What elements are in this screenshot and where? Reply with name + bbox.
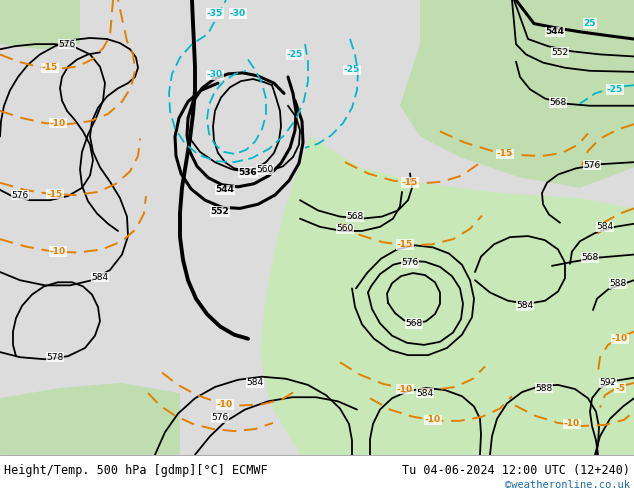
- Text: 584: 584: [597, 222, 614, 231]
- Text: 584: 584: [247, 378, 264, 388]
- Polygon shape: [0, 0, 80, 49]
- Text: Height/Temp. 500 hPa [gdmp][°C] ECMWF: Height/Temp. 500 hPa [gdmp][°C] ECMWF: [4, 464, 268, 477]
- Text: -10: -10: [50, 247, 66, 256]
- Text: 560: 560: [256, 165, 274, 174]
- Text: 568: 568: [550, 98, 567, 107]
- Text: 25: 25: [584, 19, 596, 28]
- Text: 592: 592: [599, 378, 616, 388]
- Text: 576: 576: [211, 413, 229, 422]
- Polygon shape: [400, 0, 634, 188]
- Text: 544: 544: [545, 27, 564, 36]
- Text: Tu 04-06-2024 12:00 UTC (12+240): Tu 04-06-2024 12:00 UTC (12+240): [402, 464, 630, 477]
- Text: -30: -30: [207, 71, 223, 79]
- Text: ©weatheronline.co.uk: ©weatheronline.co.uk: [505, 480, 630, 490]
- Text: 544: 544: [216, 185, 235, 195]
- Text: -15: -15: [497, 149, 513, 158]
- Polygon shape: [280, 229, 634, 347]
- Text: -15: -15: [397, 240, 413, 249]
- Text: -5: -5: [615, 384, 625, 392]
- Text: 576: 576: [401, 258, 418, 267]
- Polygon shape: [260, 137, 634, 455]
- Text: 552: 552: [552, 48, 569, 57]
- Text: -25: -25: [607, 85, 623, 94]
- Text: 578: 578: [46, 353, 63, 362]
- Text: 584: 584: [517, 301, 534, 310]
- Text: 552: 552: [210, 207, 230, 216]
- Text: -25: -25: [287, 50, 303, 59]
- Text: 560: 560: [337, 224, 354, 233]
- Text: -10: -10: [217, 400, 233, 409]
- Polygon shape: [0, 0, 634, 455]
- Text: -15: -15: [47, 190, 63, 198]
- Text: -10: -10: [397, 385, 413, 393]
- Text: 576: 576: [58, 40, 75, 49]
- Text: 568: 568: [346, 212, 364, 221]
- Polygon shape: [0, 383, 180, 455]
- Text: -10: -10: [564, 419, 580, 428]
- Text: -25: -25: [344, 65, 360, 74]
- Text: 584: 584: [91, 272, 108, 282]
- Text: 588: 588: [609, 279, 626, 288]
- Text: 576: 576: [583, 161, 600, 170]
- Text: -10: -10: [425, 416, 441, 424]
- Text: -15: -15: [402, 178, 418, 187]
- Polygon shape: [0, 0, 634, 455]
- Text: 584: 584: [417, 389, 434, 397]
- Text: 588: 588: [535, 384, 553, 392]
- Text: 536: 536: [238, 168, 257, 177]
- Text: 576: 576: [11, 191, 29, 199]
- Text: 568: 568: [405, 319, 423, 328]
- Text: -10: -10: [50, 119, 66, 128]
- Text: -35: -35: [207, 9, 223, 18]
- Text: -15: -15: [42, 63, 58, 72]
- Text: 568: 568: [581, 253, 598, 262]
- Text: -30: -30: [230, 9, 246, 18]
- Text: -10: -10: [612, 334, 628, 343]
